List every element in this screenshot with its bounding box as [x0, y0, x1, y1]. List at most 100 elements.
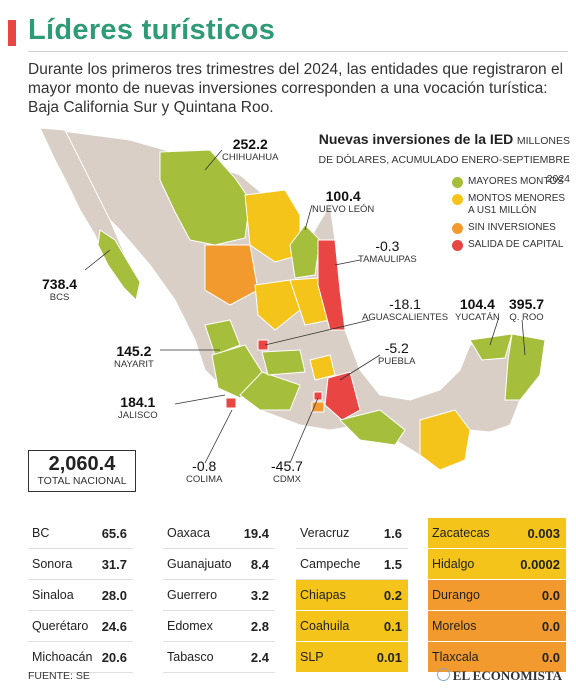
table-row: Sonora 31.7 — [28, 549, 133, 580]
map-label-value: 395.7 — [509, 296, 545, 312]
legend: MAYORES MONTOS MONTOS MENORES A US1 MILL… — [452, 176, 572, 256]
map-label-chihuahua: 252.2 CHIHUAHUA — [222, 136, 278, 163]
state-hidalgo — [309, 354, 336, 381]
table-cell-state: Morelos — [432, 619, 477, 633]
table-cell-value: 28.0 — [101, 587, 127, 603]
table-row: SLP 0.01 — [296, 642, 408, 673]
legend-label: MAYORES MONTOS — [468, 176, 564, 187]
legend-title-text: Nuevas inversiones de la IED — [318, 131, 514, 147]
total-label: TOTAL NACIONAL — [37, 475, 127, 487]
legend-label: SALIDA DE CAPITAL — [468, 239, 564, 250]
map-label-jalisco: 184.1 JALISCO — [118, 394, 158, 421]
map-label-value: -0.8 — [192, 458, 217, 474]
state-oaxaca — [339, 409, 406, 446]
table-row: Zacatecas 0.003 — [428, 518, 566, 549]
globe-icon — [436, 668, 450, 681]
table-cell-value: 0.0 — [541, 649, 560, 665]
map-label-value: 184.1 — [120, 394, 156, 410]
legend-dot-yellow — [452, 194, 463, 205]
map-label-value: -0.3 — [375, 238, 400, 254]
map-label-quintana-roo: 395.7 Q. ROO — [509, 296, 544, 323]
map-label-state: TAMAULIPAS — [358, 254, 417, 265]
table-row: Hidalgo 0.0002 — [428, 549, 566, 580]
map-label-value: -45.7 — [271, 458, 303, 474]
table-cell-value: 0.1 — [383, 618, 402, 634]
legend-item: SALIDA DE CAPITAL — [452, 239, 572, 251]
state-durango — [204, 244, 259, 306]
table-row: Guanajuato 8.4 — [163, 549, 275, 580]
map-label-colima: -0.8 COLIMA — [186, 458, 222, 485]
map-label-value: -5.2 — [384, 340, 409, 356]
map-label-state: PUEBLA — [378, 356, 416, 367]
table-cell-value: 65.6 — [101, 525, 127, 541]
table-row: Campeche 1.5 — [296, 549, 408, 580]
table-row: Durango 0.0 — [428, 580, 566, 611]
table-row: Morelos 0.0 — [428, 611, 566, 642]
table-row: Veracruz 1.6 — [296, 518, 408, 549]
table-cell-state: BC — [32, 526, 50, 540]
table-cell-state: SLP — [300, 650, 324, 664]
table-cell-value: 2.8 — [250, 618, 269, 634]
map-label-puebla: -5.2 PUEBLA — [378, 340, 416, 367]
table-cell-value: 31.7 — [101, 556, 127, 572]
table-cell-state: Tabasco — [167, 650, 214, 664]
source-note: FUENTE: SE — [28, 670, 90, 682]
table-row: Tabasco 2.4 — [163, 642, 275, 673]
total-value: 2,060.4 — [48, 453, 116, 475]
table-cell-value: 0.0 — [541, 587, 560, 603]
brand-logo: EL ECONOMISTA — [436, 668, 562, 684]
map-label-tamaulipas: -0.3 TAMAULIPAS — [358, 238, 417, 265]
state-puebla — [324, 371, 361, 421]
table-cell-state: Zacatecas — [432, 526, 490, 540]
table-cell-state: Veracruz — [300, 526, 350, 540]
table-row: Chiapas 0.2 — [296, 580, 408, 611]
table-cell-state: Guanajuato — [167, 557, 232, 571]
table-row: Coahuila 0.1 — [296, 611, 408, 642]
map-label-state: CDMX — [272, 474, 301, 485]
legend-label: MONTOS MENORES A US1 MILLÓN — [468, 193, 566, 216]
page-title: Líderes turísticos — [28, 14, 276, 46]
table-row: Oaxaca 19.4 — [163, 518, 275, 549]
mexico-map — [39, 127, 546, 471]
table-row: BC 65.6 — [28, 518, 133, 549]
table-row: Tlaxcala 0.0 — [428, 642, 566, 673]
table-cell-state: Oaxaca — [167, 526, 211, 540]
map-label-state: CHIHUAHUA — [222, 152, 279, 163]
table-cell-state: Sonora — [32, 557, 73, 571]
table-cell-state: Campeche — [300, 557, 361, 571]
table-cell-state: Durango — [432, 588, 480, 602]
table-cell-state: Querétaro — [32, 619, 89, 633]
table-cell-value: 0.2 — [383, 587, 402, 603]
state-chihuahua — [159, 149, 251, 246]
table-cell-value: 8.4 — [250, 556, 269, 572]
table-cell-value: 19.4 — [243, 525, 269, 541]
map-label-state: BCS — [49, 292, 70, 303]
table-cell-value: 1.5 — [383, 556, 402, 572]
map-label-cdmx: -45.7 CDMX — [271, 458, 303, 485]
table-row: Querétaro 24.6 — [28, 611, 133, 642]
map-label-state: Q. ROO — [509, 312, 544, 323]
table-cell-value: 3.2 — [250, 587, 269, 603]
table-cell-value: 20.6 — [101, 649, 127, 665]
legend-item: MAYORES MONTOS — [452, 176, 572, 188]
table-cell-state: Coahuila — [300, 619, 350, 633]
state-cdmx — [313, 391, 323, 401]
map-label-value: 145.2 — [116, 343, 152, 359]
subtitle: Durante los primeros tres trimestres del… — [28, 61, 564, 116]
state-aguascalientes — [257, 339, 269, 351]
table-column: Veracruz 1.6 Campeche 1.5 Chiapas 0.2 Coahuila… — [296, 518, 408, 673]
table-row: Michoacán 20.6 — [28, 642, 133, 673]
state-chiapas — [419, 409, 471, 471]
table-cell-value: 24.6 — [101, 618, 127, 634]
map-label-state: NUEVO LEÓN — [312, 204, 375, 215]
legend-label: SIN INVERSIONES — [468, 222, 556, 233]
table-cell-value: 1.6 — [383, 525, 402, 541]
table-column: BC 65.6 Sonora 31.7 Sinaloa 28.0 Querétaro 24.6… — [28, 518, 133, 673]
legend-title: Nuevas inversiones de la IED MILLONES DE… — [305, 130, 570, 188]
map-label-aguascalientes: -18.1 AGUASCALIENTES — [362, 296, 448, 323]
legend-dot-green — [452, 177, 463, 188]
table-column: Oaxaca 19.4 Guanajuato 8.4 Guerrero 3.2 Edomex… — [163, 518, 275, 673]
legend-dot-red — [452, 240, 463, 251]
state-yucatan — [469, 333, 513, 361]
table-cell-state: Hidalgo — [432, 557, 475, 571]
